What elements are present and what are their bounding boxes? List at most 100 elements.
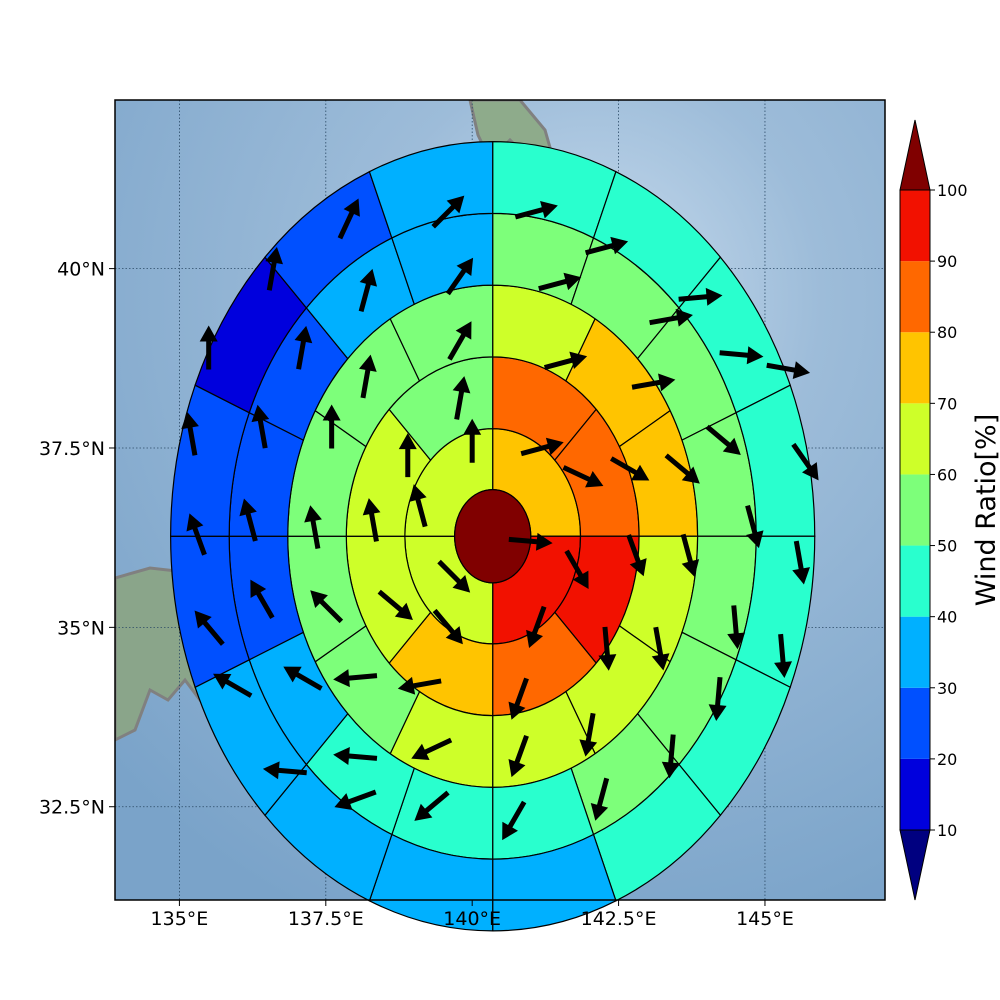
x-tick-label: 142.5°E <box>581 908 657 930</box>
wind-arrow <box>304 505 322 550</box>
wind-arrow <box>661 734 680 779</box>
colorbar: 10 20 30 40 50 60 70 80 90 100 <box>899 119 968 901</box>
colorbar-tick-label: 20 <box>937 750 957 769</box>
wind-arrow <box>186 513 207 556</box>
colorbar-tick-label: 30 <box>937 679 957 698</box>
wind-arrow <box>526 605 547 649</box>
center-sector <box>454 488 532 584</box>
colorbar-tick-label: 10 <box>937 821 957 840</box>
wind-arrow <box>333 669 378 688</box>
colorbar-tick-label: 60 <box>937 465 957 484</box>
x-tick-label: 145°E <box>736 908 794 930</box>
wind-arrow <box>362 498 381 542</box>
wind-arrow <box>508 677 529 720</box>
y-axis-ticks: 32.5°N 35°N 37.5°N 40°N <box>39 259 115 819</box>
wind-arrow <box>432 608 463 645</box>
wind-arrow <box>397 676 442 695</box>
wind-arrow <box>445 257 474 296</box>
y-tick-label: 40°N <box>57 259 105 281</box>
wind-arrow <box>791 442 819 481</box>
wind-arrow <box>664 453 700 484</box>
wind-arrow <box>437 559 471 593</box>
colorbar-bin <box>900 190 930 262</box>
wind-arrow <box>705 424 741 455</box>
wind-arrow <box>358 268 378 313</box>
wind-arrow <box>631 373 676 392</box>
wind-arrow <box>727 605 746 650</box>
wind-arrow <box>337 198 360 240</box>
wind-arrow <box>333 747 378 765</box>
colorbar-tick-label: 100 <box>937 181 968 200</box>
wind-arrow <box>322 404 341 449</box>
wind-arrow <box>398 433 417 478</box>
wind-arrow <box>598 626 617 671</box>
wind-arrow <box>680 533 700 577</box>
wind-arrow <box>194 610 225 646</box>
colorbar-bin <box>900 758 930 830</box>
wind-arrow <box>409 484 428 528</box>
map-frame <box>114 99 886 901</box>
map-panel <box>114 99 886 932</box>
colorbar-bin <box>900 616 930 688</box>
wind-arrow <box>463 418 482 463</box>
wind-arrow <box>514 200 558 220</box>
wind-arrow <box>543 351 588 370</box>
wind-arrow <box>262 761 307 780</box>
wind-arrow <box>538 272 582 292</box>
wind-arrow <box>251 404 270 449</box>
wind-arrow <box>283 666 323 691</box>
colorbar-bin <box>900 687 930 759</box>
wind-arrow <box>310 590 344 624</box>
x-tick-label: 135°E <box>151 908 209 930</box>
wind-arrow <box>766 361 811 379</box>
wind-arrow <box>508 734 529 778</box>
wind-vectors <box>181 195 819 841</box>
wind-arrow <box>213 673 253 698</box>
wind-arrow <box>520 437 564 457</box>
x-tick-label: 137.5°E <box>288 908 364 930</box>
wind-arrow <box>609 456 650 481</box>
colorbar-over-extension <box>899 119 931 191</box>
wind-arrow <box>719 346 764 365</box>
wind-arrow <box>649 308 693 327</box>
wind-arrow <box>411 737 453 761</box>
wind-arrow <box>564 549 589 590</box>
wind-arrow <box>250 579 275 619</box>
y-tick-label: 37.5°N <box>39 438 105 460</box>
wind-arrow <box>590 777 610 821</box>
wind-arrow <box>579 712 598 757</box>
colorbar-tick-label: 50 <box>937 537 957 556</box>
wind-arrow <box>431 195 465 229</box>
wind-arrow <box>678 287 723 306</box>
wind-arrow <box>745 505 764 549</box>
wind-arrow <box>584 236 629 256</box>
wind-arrow <box>199 325 218 370</box>
wind-arrow <box>239 498 258 542</box>
colorbar-tick-label: 80 <box>937 323 957 342</box>
wind-arrow <box>452 376 471 420</box>
wind-arrow <box>708 676 727 722</box>
colorbar-tick-label: 90 <box>937 252 957 271</box>
x-tick-label: 140°E <box>443 908 501 930</box>
wind-arrow <box>651 626 670 671</box>
colorbar-bin <box>900 545 930 617</box>
y-tick-label: 32.5°N <box>39 797 105 819</box>
wind-arrow <box>502 800 527 841</box>
y-tick-label: 35°N <box>57 617 105 639</box>
wind-arrow <box>377 589 413 620</box>
colorbar-bin <box>900 332 930 404</box>
wind-arrow <box>358 354 377 399</box>
colorbar-tick-label: 40 <box>937 608 957 627</box>
colorbar-tick-label: 70 <box>937 394 957 413</box>
colorbar-bin <box>900 261 930 333</box>
x-axis-ticks: 135°E 137.5°E 140°E 142.5°E 145°E <box>151 900 794 930</box>
wind-arrow <box>562 465 604 488</box>
colorbar-bin <box>900 403 930 475</box>
colorbar-frame <box>899 189 931 831</box>
wind-arrow <box>181 411 199 456</box>
colorbar-label: Wind Ratio[%] <box>971 414 1000 606</box>
wind-arrow <box>774 633 793 678</box>
wind-arrow <box>447 321 472 361</box>
wind-arrow <box>626 534 647 577</box>
wind-arrow <box>265 246 284 291</box>
